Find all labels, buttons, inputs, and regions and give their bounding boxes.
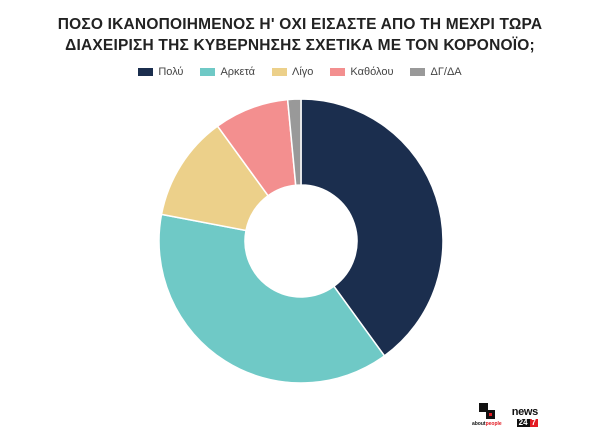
chart-title: ΠΟΣΟ ΙΚΑΝΟΠΟΙΗΜΕΝΟΣ Η' ΟΧΙ ΕΙΣΑΣΤΕ ΑΠΟ Τ… — [0, 14, 600, 56]
chart-legend: Πολύ Αρκετά Λίγο Καθόλου ΔΓ/ΔΑ — [0, 66, 600, 78]
legend-swatch-poly — [138, 68, 154, 76]
legend-swatch-arketa — [200, 68, 216, 76]
legend-item-arketa[interactable]: Αρκετά — [200, 66, 255, 78]
donut-slice-arketa[interactable] — [158, 213, 386, 384]
legend-item-katholou[interactable]: Καθόλου — [330, 66, 393, 78]
donut-slice-dg-da[interactable] — [286, 98, 302, 187]
legend-label-arketa: Αρκετά — [220, 66, 255, 78]
legend-item-ligo[interactable]: Λίγο — [272, 66, 313, 78]
legend-label-poly: Πολύ — [158, 66, 184, 78]
chart-title-line-1: ΠΟΣΟ ΙΚΑΝΟΠΟΙΗΜΕΝΟΣ Η' ΟΧΙ ΕΙΣΑΣΤΕ ΑΠΟ Τ… — [57, 16, 543, 33]
legend-item-dg-da[interactable]: ΔΓ/ΔΑ — [410, 66, 462, 78]
news247-logo: news 24 7 — [512, 407, 538, 427]
legend-swatch-ligo — [272, 68, 287, 76]
aboutpeople-wordmark: aboutpeople — [471, 421, 502, 427]
chart-title-line-2: ΔΙΑΧΕΙΡΙΣΗ ΤΗΣ ΚΥΒΕΡΝΗΣΗΣ ΣΧΕΤΙΚΑ ΜΕ ΤΟΝ… — [65, 37, 535, 54]
news247-number: 24 7 — [516, 418, 538, 427]
legend-label-dg-da: ΔΓ/ΔΑ — [430, 66, 462, 78]
legend-item-poly[interactable]: Πολύ — [138, 66, 183, 78]
legend-swatch-dg-da — [410, 68, 426, 76]
news247-word: news — [511, 406, 539, 418]
aboutpeople-logo: aboutpeople — [472, 403, 502, 427]
donut-slice-poly[interactable] — [300, 98, 444, 357]
legend-swatch-katholou — [330, 68, 346, 76]
legend-label-ligo: Λίγο — [292, 66, 314, 78]
aboutpeople-mark-icon — [478, 403, 495, 419]
logos: aboutpeople news 24 7 — [472, 403, 538, 427]
legend-label-katholou: Καθόλου — [350, 66, 394, 78]
